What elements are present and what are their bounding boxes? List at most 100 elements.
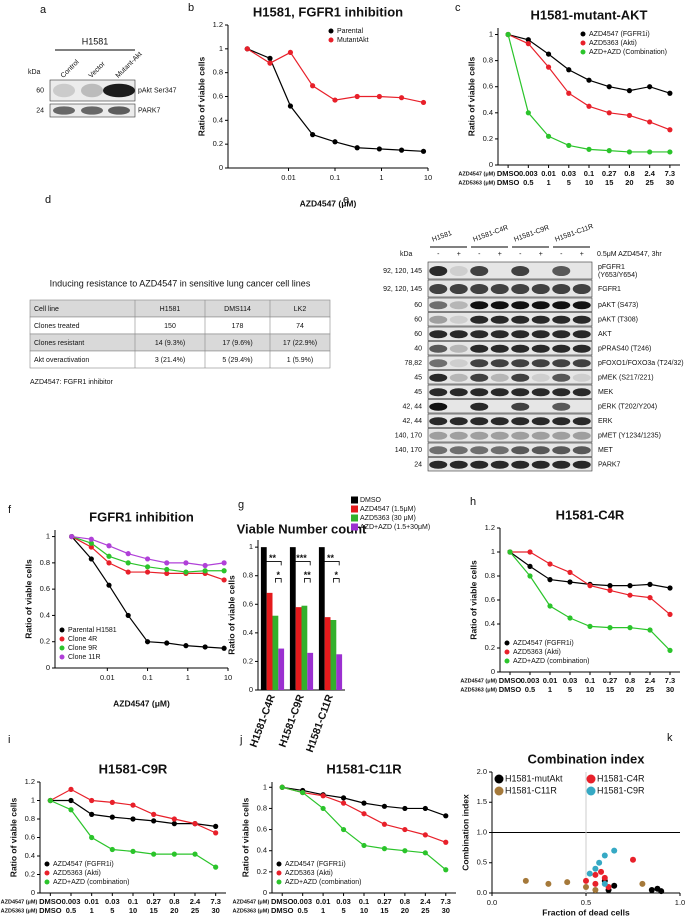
bar bbox=[318, 547, 325, 690]
series-line bbox=[50, 799, 216, 827]
band bbox=[531, 373, 550, 382]
band bbox=[53, 106, 75, 115]
blot-row bbox=[427, 370, 593, 385]
legend-swatch bbox=[586, 774, 596, 784]
band bbox=[429, 402, 448, 411]
row-label: MET bbox=[598, 447, 614, 454]
legend-label: AZD5363 (Akti) bbox=[589, 40, 637, 47]
y-axis-label: Ratio of viable cells bbox=[196, 57, 206, 137]
band bbox=[429, 315, 448, 324]
band bbox=[552, 373, 571, 382]
band bbox=[552, 402, 571, 411]
y-tick-label: 0.8 bbox=[243, 571, 253, 580]
x-tick-label: 15 bbox=[606, 685, 614, 694]
x-tick-label: 0.03 bbox=[563, 676, 578, 685]
legend-swatch bbox=[580, 49, 586, 55]
x-tick-label: DMSO bbox=[497, 178, 520, 187]
legend-swatch bbox=[494, 774, 504, 784]
x-tick-label: 30 bbox=[211, 906, 219, 915]
band bbox=[449, 330, 468, 339]
band bbox=[429, 373, 448, 382]
y-tick-label: 0.6 bbox=[483, 82, 493, 91]
legend-swatch bbox=[59, 645, 65, 651]
x-tick-label: 1 bbox=[379, 173, 383, 182]
data-point bbox=[639, 880, 646, 887]
x-tick-label: 30 bbox=[442, 906, 450, 915]
x-tick-label: 15 bbox=[380, 906, 388, 915]
table-cell: 17 (9.6%) bbox=[222, 340, 252, 347]
x-tick-label: 0.01 bbox=[84, 897, 99, 906]
band bbox=[511, 388, 530, 397]
panel-label: f bbox=[8, 504, 12, 516]
band bbox=[429, 417, 448, 426]
band bbox=[429, 330, 448, 339]
legend-label: H1581-mutAkt bbox=[505, 773, 563, 783]
legend-label: AZD+AZD (Combination) bbox=[589, 49, 667, 56]
legend-label: AZD4547 (1.5μM) bbox=[360, 506, 416, 513]
kda-value: 140, 170 bbox=[395, 433, 422, 440]
row-label: pFOXO1/FOXO3a (T24/32) bbox=[598, 360, 684, 367]
table-row bbox=[29, 350, 331, 369]
panel-label: e bbox=[343, 194, 349, 206]
band bbox=[490, 446, 509, 455]
x-tick-label: DMSO bbox=[271, 897, 294, 906]
bar bbox=[301, 605, 308, 690]
band bbox=[531, 417, 550, 426]
legend-swatch bbox=[494, 786, 504, 796]
band bbox=[449, 388, 468, 397]
band bbox=[429, 446, 448, 455]
x-tick-label: DMSO bbox=[497, 169, 520, 178]
band bbox=[470, 373, 489, 382]
x-tick-label: 20 bbox=[626, 685, 634, 694]
band bbox=[572, 417, 591, 426]
legend-swatch bbox=[580, 40, 586, 46]
x-tick-label: 2.4 bbox=[190, 897, 201, 906]
y-axis-label: Ratio of viable cells bbox=[226, 575, 236, 655]
data-point bbox=[596, 859, 603, 866]
data-point bbox=[592, 880, 599, 887]
series-line bbox=[50, 799, 216, 868]
series-line bbox=[71, 535, 225, 567]
y-axis-label: Ratio of viable cells bbox=[468, 560, 478, 640]
y-tick-label: 0.8 bbox=[257, 803, 267, 812]
kda-value: 92, 120, 145 bbox=[383, 268, 422, 275]
table-cell: H1581 bbox=[160, 306, 181, 313]
row-label: MEK bbox=[598, 389, 614, 396]
significance-label: ** bbox=[304, 570, 312, 580]
x-tick-label: 0.5 bbox=[581, 898, 591, 907]
panel-label: d bbox=[45, 194, 51, 206]
x-row-name: AZD4547 (μM) bbox=[1, 899, 38, 905]
x-tick-label: 0.1 bbox=[128, 897, 138, 906]
kda-value: 60 bbox=[414, 302, 422, 309]
x-tick-label: 0.1 bbox=[585, 676, 595, 685]
legend-label: Parental H1581 bbox=[68, 627, 117, 634]
x-tick-label: DMSO bbox=[499, 685, 522, 694]
blot-row bbox=[427, 312, 593, 327]
band bbox=[552, 417, 571, 426]
data-point bbox=[601, 852, 608, 859]
band bbox=[490, 330, 509, 339]
x-tick-label: 0.01 bbox=[541, 169, 556, 178]
x-tick-label: 0.01 bbox=[100, 673, 115, 682]
y-tick-label: 0.6 bbox=[243, 599, 253, 608]
series-line bbox=[507, 33, 671, 131]
series-line bbox=[282, 786, 446, 843]
y-tick-label: 1 bbox=[263, 782, 267, 791]
chart-title: Combination index bbox=[528, 751, 646, 766]
y-tick-label: 2.0 bbox=[477, 767, 487, 776]
legend-swatch bbox=[504, 658, 510, 664]
y-axis-label: Ratio of viable cells bbox=[240, 798, 250, 878]
kda-label: kDa bbox=[400, 251, 413, 258]
data-point bbox=[545, 880, 552, 887]
legend-swatch bbox=[59, 654, 65, 660]
series-line bbox=[246, 48, 424, 104]
series-line bbox=[509, 551, 671, 651]
x-tick-label: DMSO bbox=[271, 906, 294, 915]
blot-row bbox=[427, 261, 593, 280]
x-tick-label: 0.01 bbox=[543, 676, 558, 685]
x-axis-label: AZD4547 (μM) bbox=[113, 698, 170, 708]
band bbox=[511, 460, 530, 469]
x-tick-label: 25 bbox=[191, 906, 199, 915]
x-tick-label: 15 bbox=[149, 906, 157, 915]
band bbox=[531, 431, 550, 440]
